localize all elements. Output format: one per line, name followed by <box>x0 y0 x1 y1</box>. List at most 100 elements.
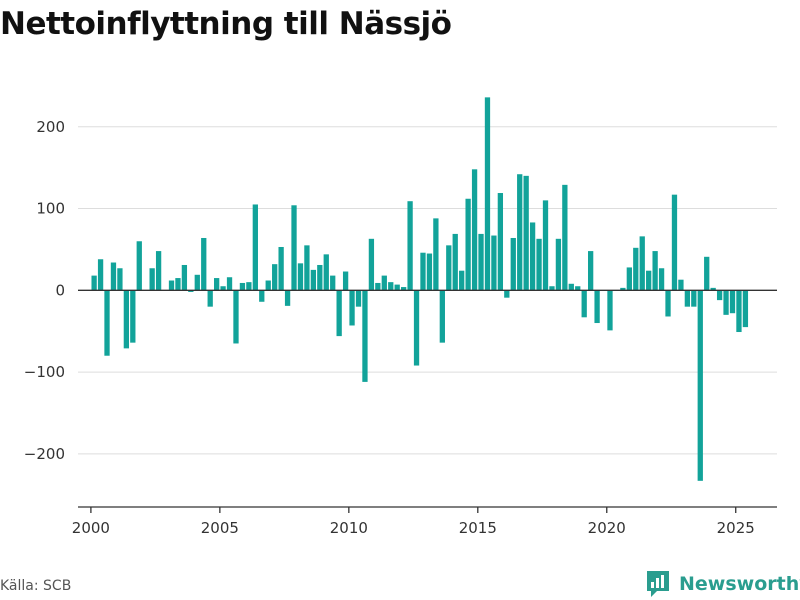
bar <box>710 287 716 291</box>
bar <box>471 169 478 291</box>
brand-logo: Newsworthy <box>645 569 800 599</box>
bar <box>439 290 445 343</box>
bar <box>239 282 246 291</box>
bar <box>523 175 529 291</box>
bar <box>652 251 658 291</box>
bar <box>252 204 258 291</box>
bar-chart: 200 100 0 −100 −200 2000 2005 2010 2015 2020 2025 <box>24 97 777 537</box>
bar <box>639 236 645 291</box>
bar <box>168 280 175 291</box>
bar <box>716 290 723 301</box>
bar <box>355 290 362 307</box>
x-tick-label: 2005 <box>201 519 239 537</box>
bar <box>549 286 555 291</box>
x-tick-label: 2010 <box>330 519 368 537</box>
bar <box>588 251 594 291</box>
bars <box>91 97 749 481</box>
bar <box>381 275 387 291</box>
bar <box>368 238 375 291</box>
bar <box>555 238 562 291</box>
bar <box>155 251 162 291</box>
bar <box>297 263 304 291</box>
bar <box>510 237 516 291</box>
bar <box>375 282 381 291</box>
bar <box>684 290 691 307</box>
bar <box>272 264 278 291</box>
bar <box>704 256 710 291</box>
bar <box>226 277 233 291</box>
bar <box>581 290 587 318</box>
bar <box>678 279 684 291</box>
bar <box>117 268 123 291</box>
bar <box>110 262 117 291</box>
bar <box>246 282 252 291</box>
bar <box>407 201 413 291</box>
bar <box>504 290 510 298</box>
bar <box>658 268 665 291</box>
bar <box>265 280 271 291</box>
bar <box>413 290 420 366</box>
bar <box>259 290 265 302</box>
bar <box>91 275 97 291</box>
bar <box>401 287 407 291</box>
bar <box>130 290 136 343</box>
bar <box>342 271 349 291</box>
bar <box>529 222 536 291</box>
bar <box>536 238 542 291</box>
bar <box>491 235 497 291</box>
tick-labels: 200 100 0 −100 −200 2000 2005 2010 2015 2020 2025 <box>24 118 755 537</box>
bar <box>691 290 697 307</box>
bar <box>323 254 329 291</box>
chart-title: Nettoinflyttning till Nässjö <box>0 6 452 42</box>
x-tick-label: 2000 <box>72 519 110 537</box>
bar <box>568 283 574 291</box>
bar <box>304 245 310 291</box>
bar <box>291 205 297 291</box>
bar <box>123 290 130 349</box>
source-note: Källa: SCB <box>0 578 72 594</box>
bar <box>665 290 671 317</box>
y-tick-label: 100 <box>36 200 65 218</box>
bar <box>284 290 291 306</box>
x-tick-label: 2015 <box>459 519 497 537</box>
axes <box>78 289 777 513</box>
bar <box>446 245 452 291</box>
bar <box>188 290 194 292</box>
newsworthy-logo-icon <box>647 571 669 597</box>
bar <box>349 290 355 326</box>
bar <box>633 247 639 291</box>
bar <box>214 278 220 291</box>
x-tick-label: 2025 <box>717 519 755 537</box>
bar <box>97 259 104 291</box>
bar <box>607 290 613 331</box>
bar <box>433 218 439 291</box>
bar <box>362 290 368 382</box>
bar <box>207 290 213 307</box>
bar <box>310 269 317 291</box>
bar <box>517 174 523 291</box>
bar <box>478 233 484 291</box>
bar <box>278 246 284 291</box>
bar <box>104 290 110 356</box>
bar <box>736 290 742 333</box>
bar <box>201 237 207 291</box>
bar <box>465 198 471 291</box>
bar <box>220 286 226 291</box>
bar <box>426 253 433 291</box>
bar <box>626 267 632 291</box>
bar <box>594 290 600 324</box>
bar <box>452 233 458 291</box>
bar <box>336 290 342 337</box>
bar <box>497 193 504 291</box>
bar <box>742 290 749 328</box>
brand-name: Newsworthy <box>679 573 800 595</box>
bar <box>181 264 188 291</box>
bar <box>459 270 465 291</box>
bar <box>420 252 426 291</box>
bar <box>671 194 678 291</box>
bar <box>149 268 155 291</box>
x-tick-label: 2020 <box>588 519 626 537</box>
bar <box>723 290 729 315</box>
bar <box>484 97 491 291</box>
bar <box>542 200 549 291</box>
